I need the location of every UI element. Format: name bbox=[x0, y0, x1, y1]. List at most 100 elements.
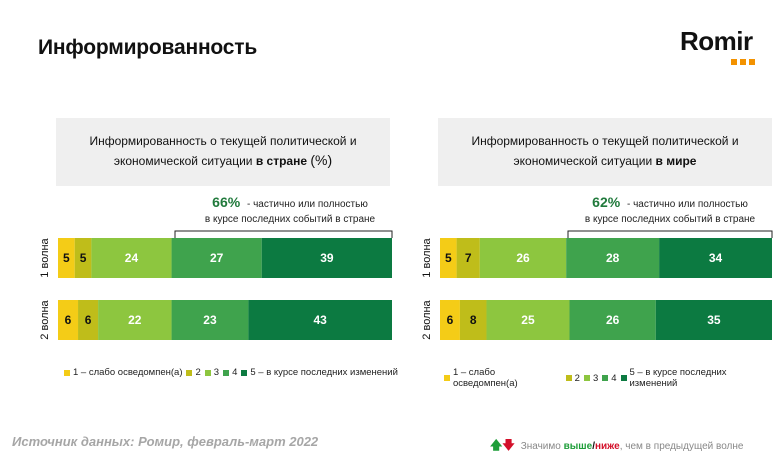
legend-label: 4 bbox=[611, 372, 617, 384]
chart-2-bar-value: 26 bbox=[606, 313, 620, 327]
legend-item: 1 – слабо осведомпен(а) bbox=[444, 367, 562, 389]
chart-1-bar-segment bbox=[248, 300, 392, 340]
legend-swatch bbox=[565, 375, 572, 381]
legend-swatch bbox=[223, 369, 230, 376]
chart-1-bar-segment bbox=[58, 238, 75, 278]
chart-1-callout-text-b: в курсе последних событий в стране bbox=[204, 214, 376, 225]
legend-item: 3 bbox=[204, 367, 220, 378]
chart-1-bar-value: 6 bbox=[85, 313, 92, 327]
note-lower: ниже bbox=[594, 441, 620, 452]
chart-1-bar-value: 39 bbox=[320, 251, 334, 265]
legend-label: 3 bbox=[213, 367, 220, 378]
chart-2-bar-value: 5 bbox=[445, 251, 452, 265]
chart-2-bar-segment bbox=[456, 238, 480, 278]
chart-1-row-label: 1 волна bbox=[39, 237, 51, 277]
chart-2-bar-segment bbox=[440, 300, 460, 340]
chart-2-bar-value: 25 bbox=[521, 313, 535, 327]
legend-item: 1 – слабо осведомпен(а) bbox=[64, 367, 182, 378]
legend-item: 3 bbox=[583, 372, 599, 384]
chart-1-bar-value: 43 bbox=[314, 313, 328, 327]
legend-item: 4 bbox=[602, 372, 617, 384]
logo-dots-icon bbox=[731, 59, 755, 65]
chart-2-callout-value: 62% bbox=[592, 194, 621, 210]
chart-1-callout-text-a: - частично или полностью bbox=[246, 199, 368, 210]
chart-2-bar-segment bbox=[566, 238, 660, 278]
legend-label: 3 bbox=[592, 372, 599, 384]
chart-1-callout: 66% - частично или полностью в курсе пос… bbox=[190, 195, 390, 227]
chart-1-header-line1: Информированность о текущей политической… bbox=[89, 134, 357, 148]
chart-1-bar-segment bbox=[91, 238, 172, 278]
chart-2-bar-value: 26 bbox=[516, 251, 530, 265]
chart-1-header-line2: экономической ситуации bbox=[113, 154, 253, 168]
chart-2-bar-value: 6 bbox=[447, 313, 454, 327]
legend-swatch bbox=[583, 375, 590, 381]
chart-1-bar-segment bbox=[171, 300, 249, 340]
significance-note: 🡅 🡇 Значимо выше / ниже , чем в предыдущ… bbox=[490, 436, 743, 457]
chart-1-bar-segment bbox=[98, 300, 172, 340]
legend-label: 4 bbox=[232, 367, 238, 378]
note-slash: / bbox=[592, 441, 595, 452]
page-title: Информированность bbox=[38, 36, 258, 59]
legend-swatch bbox=[602, 375, 609, 381]
chart-2-callout: 62% - частично или полностью в курсе пос… bbox=[570, 195, 770, 227]
note-text-a: Значимо bbox=[520, 441, 561, 452]
chart-1-callout-value: 66% bbox=[212, 194, 241, 210]
logo-text: Romir bbox=[680, 26, 753, 56]
chart-2-bar-segment bbox=[479, 238, 567, 278]
legend-label: 5 – в курсе последних изменений bbox=[629, 367, 727, 389]
chart-1-row-label: 2 волна bbox=[39, 299, 51, 339]
chart-1-header-unit: (%) bbox=[310, 152, 333, 168]
chart-2-bar-segment bbox=[459, 300, 487, 340]
chart-1-bar-value: 5 bbox=[80, 251, 87, 265]
chart-1-bar-segment bbox=[58, 300, 79, 340]
chart-2-legend: 1 – слабо осведомпен(а) 2 3 4 5 – в курсе по… bbox=[444, 367, 780, 389]
legend-item: 5 – в курсе последних изменений bbox=[241, 367, 398, 378]
chart-1-bar-segment bbox=[78, 300, 99, 340]
chart-2-bar-segment bbox=[486, 300, 570, 340]
chart-2-bar-segment bbox=[569, 300, 656, 340]
chart-2-bar-segment bbox=[440, 238, 457, 278]
legend-label: 2 bbox=[574, 372, 580, 384]
chart-1-bar-value: 5 bbox=[63, 251, 70, 265]
note-higher: выше bbox=[563, 441, 593, 452]
chart-2-header-bold: в мире bbox=[655, 154, 697, 168]
legend-item: 2 bbox=[186, 367, 201, 378]
arrow-up-icon: 🡅 bbox=[490, 438, 503, 452]
chart-2-bar-value: 35 bbox=[707, 313, 721, 327]
chart-2-bar-value: 28 bbox=[606, 251, 620, 265]
chart-1-header: Информированность о текущей политической… bbox=[56, 118, 390, 186]
legend-label: 2 bbox=[195, 367, 201, 378]
legend-label: 1 – слабо осведомпен(а) bbox=[73, 367, 183, 378]
legend-item: 2 bbox=[565, 372, 580, 384]
chart-2-bar-value: 34 bbox=[709, 251, 723, 265]
legend-swatch bbox=[444, 375, 450, 381]
legend-item: 4 bbox=[223, 367, 237, 378]
legend-swatch bbox=[186, 369, 193, 376]
chart-1-bar-segment bbox=[171, 238, 262, 278]
arrow-down-icon: 🡇 bbox=[502, 438, 515, 452]
chart-2-callout-text-b: в курсе последних событий в стране bbox=[584, 214, 756, 225]
legend-swatch bbox=[204, 369, 211, 376]
chart-1-bar-value: 6 bbox=[65, 313, 72, 327]
data-source: Источник данных: Ромир, февраль-март 202… bbox=[12, 434, 319, 449]
legend-swatch bbox=[620, 375, 627, 381]
legend-swatch bbox=[241, 369, 248, 376]
chart-1-header-bold: в стране bbox=[255, 154, 307, 168]
chart-1-bar-value: 22 bbox=[128, 313, 142, 327]
chart-2-header: Информированность о текущей политической… bbox=[438, 118, 772, 186]
chart-2-header-line1: Информированность о текущей политической… bbox=[471, 134, 739, 148]
chart-1-bar-segment bbox=[261, 238, 392, 278]
chart-1-callout-bracket bbox=[174, 230, 393, 238]
chart-2-bar-segment bbox=[659, 238, 772, 278]
chart-1-bar-value: 27 bbox=[210, 251, 224, 265]
chart-1-legend: 1 – слабо осведомпен(а) 2 3 4 5 – в курсе по… bbox=[64, 367, 402, 378]
chart-2-row-label: 1 волна bbox=[421, 237, 433, 277]
chart-2-bar-value: 7 bbox=[465, 251, 472, 265]
chart-2-callout-bracket bbox=[567, 230, 773, 238]
chart-2-callout-text-a: - частично или полностью bbox=[626, 199, 748, 210]
chart-2-row-label: 2 волна bbox=[421, 299, 433, 339]
chart-1-bar-segment bbox=[74, 238, 92, 278]
legend-label: 1 – слабо осведомпен(а) bbox=[452, 367, 518, 389]
legend-label: 5 – в курсе последних изменений bbox=[250, 367, 398, 378]
